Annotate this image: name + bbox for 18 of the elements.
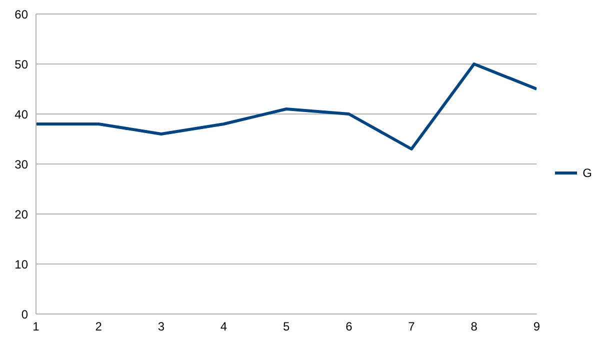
x-tick-label: 3	[158, 320, 165, 334]
x-tick-label: 1	[32, 320, 40, 334]
y-tick-label: 40	[14, 107, 28, 122]
y-tick-label: 60	[14, 7, 28, 22]
x-tick-label: 9	[533, 320, 540, 334]
x-tick-label: 8	[470, 320, 478, 334]
x-tick-label: 5	[282, 320, 290, 334]
x-tick-label: 2	[95, 320, 102, 334]
x-tick-label: 4	[220, 320, 228, 334]
x-tick-label: 6	[346, 320, 353, 334]
y-tick-label: 0	[21, 307, 28, 322]
y-tick-label: 50	[14, 57, 28, 72]
y-tick-label: 20	[14, 207, 28, 222]
legend-label: G	[582, 166, 592, 180]
x-tick-label: 7	[408, 320, 416, 334]
y-tick-label: 30	[14, 157, 28, 172]
line-series	[36, 62, 537, 150]
y-tick-label: 10	[14, 257, 28, 272]
